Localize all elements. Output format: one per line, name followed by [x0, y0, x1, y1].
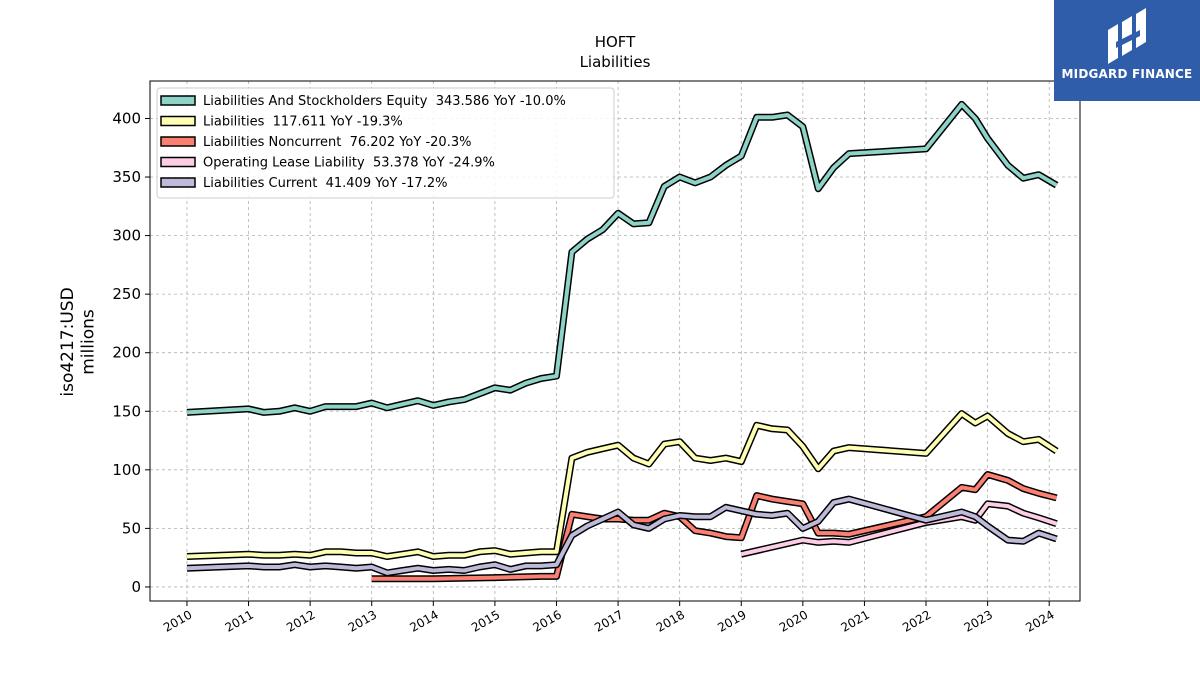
series-line-2	[371, 472, 1058, 581]
series-line-0	[186, 102, 1058, 415]
legend-swatch-0	[160, 95, 196, 106]
y-tick-label: 0	[131, 578, 141, 596]
y-tick-label: 350	[112, 168, 141, 186]
y-tick-label: 400	[112, 109, 141, 127]
x-tick-label: 2010	[161, 607, 194, 634]
legend: Liabilities And Stockholders Equity 343.…	[156, 87, 615, 199]
x-tick-label: 2012	[284, 607, 317, 634]
x-tick-label: 2016	[531, 607, 564, 634]
x-tick-label: 2022	[900, 607, 933, 634]
x-tick-label: 2011	[223, 607, 256, 634]
legend-swatch-2	[160, 136, 196, 147]
legend-swatch-3	[160, 156, 196, 168]
legend-label-0: Liabilities And Stockholders Equity 343.…	[203, 94, 566, 109]
legend-box	[156, 87, 615, 199]
y-tick-label: 150	[112, 402, 141, 420]
y-tick-label: 300	[112, 227, 141, 245]
y-tick-label: 200	[112, 344, 141, 362]
brand-logo: MIDGARD FINANCE	[1054, 0, 1200, 101]
x-tick-label: 2023	[962, 607, 995, 634]
x-tick-label: 2019	[715, 607, 748, 634]
legend-label-3: Operating Lease Liability 53.378 YoY -24…	[203, 156, 495, 171]
x-tick-label: 2015	[469, 607, 502, 634]
legend-swatch-4	[160, 177, 196, 188]
series-line-1	[186, 411, 1058, 559]
x-tick-label: 2020	[777, 607, 810, 634]
x-tick-label: 2024	[1023, 607, 1056, 634]
legend-label-2: Liabilities Noncurrent 76.202 YoY -20.3%	[203, 135, 471, 150]
brand-emblem-icon	[1108, 8, 1146, 64]
y-tick-label: 100	[112, 461, 141, 479]
legend-swatch-1	[160, 115, 196, 127]
chart-title: HOFT	[595, 33, 636, 51]
y-axis-label-line: iso4217:USD	[58, 287, 78, 396]
legend-label-4: Liabilities Current 41.409 YoY -17.2%	[203, 176, 447, 191]
series-outline-2	[371, 471, 1058, 583]
plot-frame	[149, 80, 1081, 602]
y-axis-label: iso4217:USDmillions	[58, 287, 98, 396]
y-axis-label-line: millions	[78, 309, 98, 375]
series-line-4	[186, 497, 1058, 575]
y-tick-label: 250	[112, 285, 141, 303]
x-tick-label: 2021	[838, 607, 871, 634]
chart-subtitle: Liabilities	[580, 53, 651, 71]
x-tick-label: 2017	[592, 607, 625, 634]
x-tick-label: 2013	[346, 607, 379, 634]
y-tick-label: 50	[122, 519, 141, 537]
series-line-3	[740, 501, 1058, 557]
x-tick-label: 2018	[654, 607, 687, 634]
legend-label-1: Liabilities 117.611 YoY -19.3%	[203, 115, 403, 130]
brand-name: MIDGARD FINANCE	[1061, 67, 1193, 81]
x-tick-label: 2014	[407, 607, 440, 634]
series-layer	[186, 100, 1059, 583]
